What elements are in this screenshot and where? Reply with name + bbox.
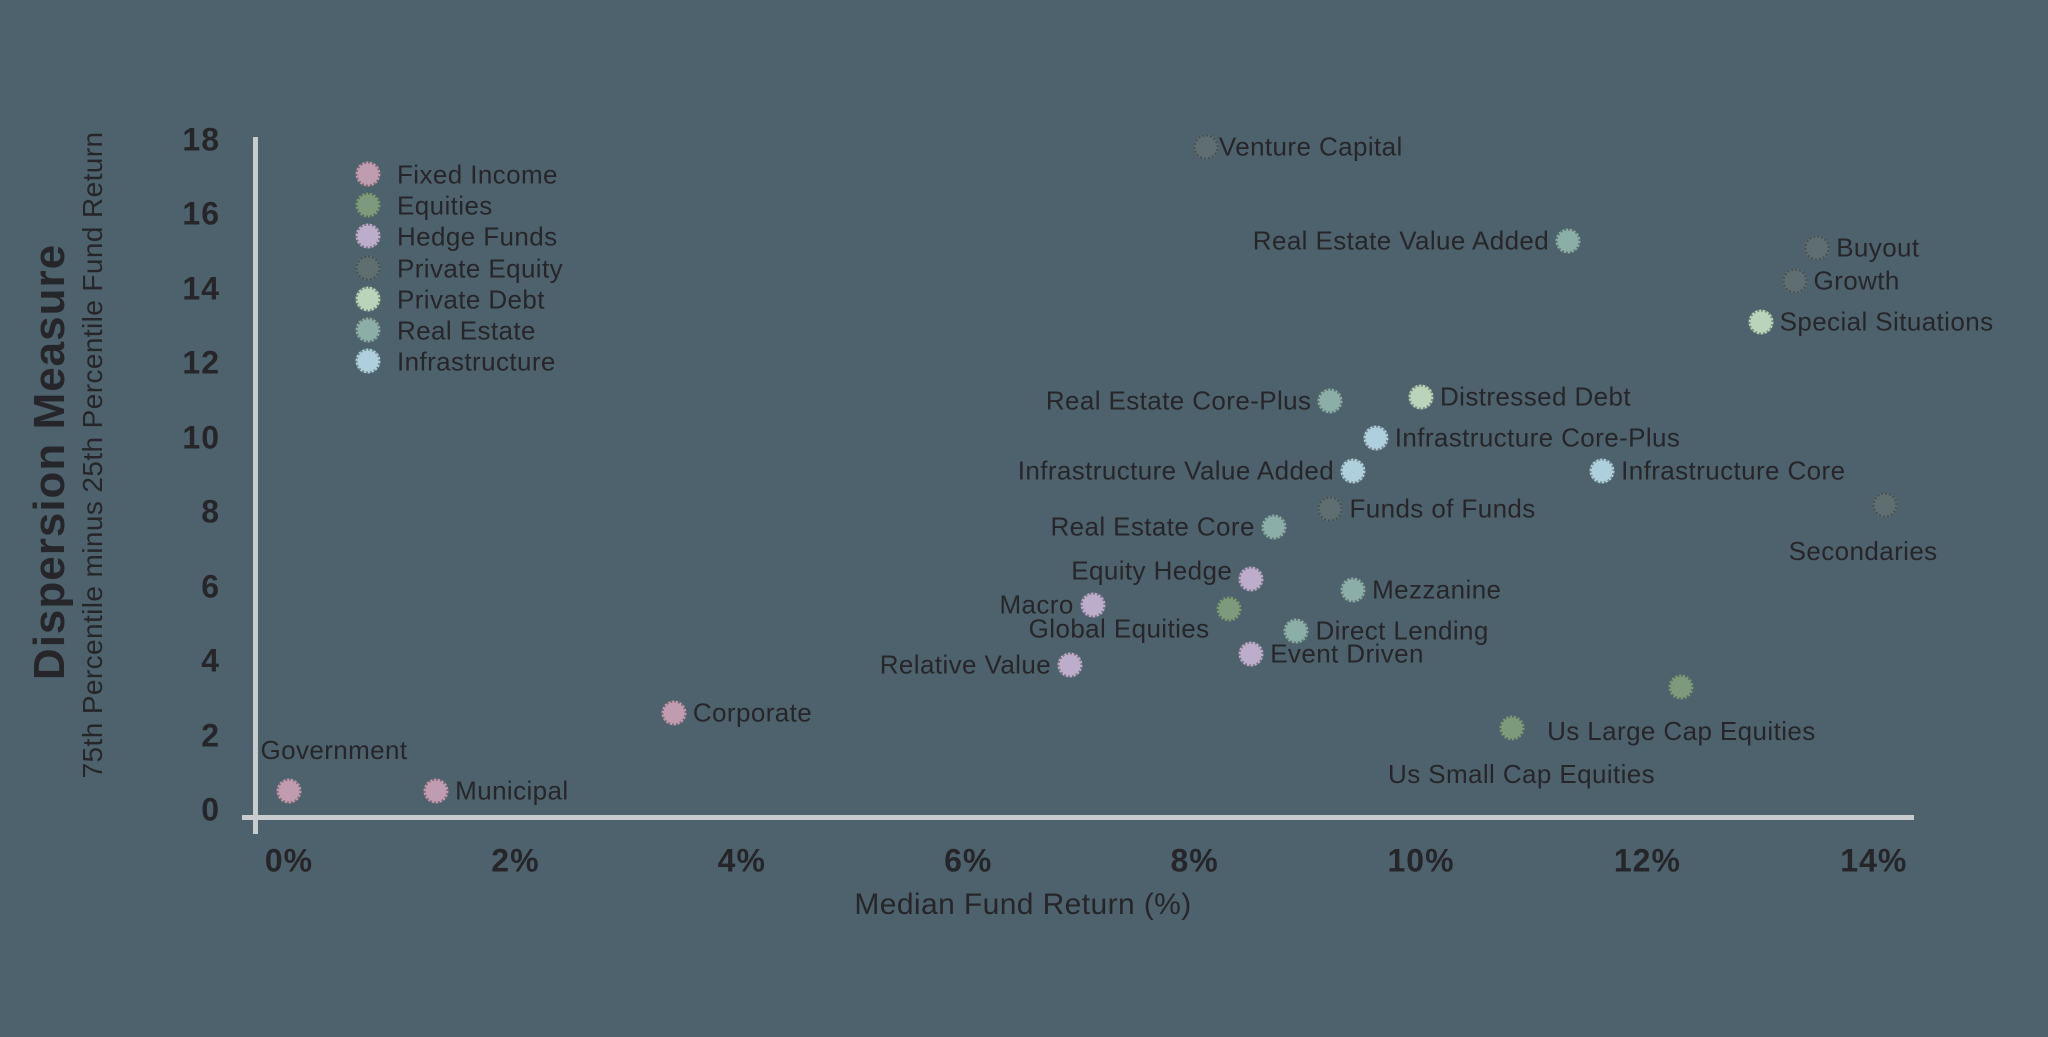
y-tick-8: 8 [201,493,220,530]
data-label-real-estate-core-plus: Real Estate Core-Plus [1045,385,1312,416]
y-tick-0: 0 [201,791,220,828]
data-point-us-large-cap-equities [1668,674,1694,700]
data-label-municipal: Municipal [455,775,569,806]
data-point-equity-hedge [1238,566,1264,592]
data-point-funds-of-funds [1317,496,1343,522]
data-point-us-small-cap-equities [1499,715,1525,741]
data-point-relative-value [1057,652,1083,678]
x-axis-line [242,815,1914,820]
y-tick-12: 12 [182,344,220,381]
data-point-mezzanine [1340,577,1366,603]
data-label-special-situations: Special Situations [1779,306,1994,337]
y-tick-4: 4 [201,642,220,679]
x-tick-12: 12% [1613,842,1681,879]
y-tick-18: 18 [182,121,220,158]
y-axis-title: Dispersion Measure [25,243,74,681]
private-equity-legend-swatch [355,255,381,281]
data-point-infrastructure-core [1589,458,1615,484]
data-label-growth: Growth [1813,265,1900,296]
data-label-secondaries: Secondaries [1788,535,1938,566]
data-point-infrastructure-value-added [1340,458,1366,484]
data-point-special-situations [1748,309,1774,335]
data-point-real-estate-core-plus [1317,388,1343,414]
data-label-us-small-cap-equities: Us Small Cap Equities [1388,759,1656,790]
data-label-real-estate-core: Real Estate Core [1050,511,1255,542]
data-label-infrastructure-core-plus: Infrastructure Core-Plus [1394,422,1681,453]
data-label-direct-lending: Direct Lending [1315,615,1489,646]
data-label-relative-value: Relative Value [879,649,1052,680]
private-equity-legend-label: Private Equity [397,253,564,284]
y-tick-14: 14 [182,270,220,307]
y-tick-10: 10 [182,419,220,456]
fixed-income-legend-swatch [355,161,381,187]
data-point-real-estate-value-added [1555,228,1581,254]
data-label-buyout: Buyout [1836,232,1920,263]
data-point-infrastructure-core-plus [1363,425,1389,451]
x-tick-2: 2% [491,842,540,879]
data-point-secondaries [1872,492,1898,518]
data-label-corporate: Corporate [692,697,813,728]
data-point-global-equities [1216,596,1242,622]
data-label-macro: Macro [999,589,1074,620]
data-point-macro [1080,592,1106,618]
private-debt-legend-swatch [355,286,381,312]
x-tick-14: 14% [1840,842,1908,879]
equities-legend-label: Equities [397,190,493,221]
data-point-real-estate-core [1261,514,1287,540]
infrastructure-legend-swatch [355,348,381,374]
data-label-real-estate-value-added: Real Estate Value Added [1252,225,1550,256]
x-axis-title: Median Fund Return (%) [854,888,1192,921]
data-point-municipal [423,778,449,804]
infrastructure-legend-label: Infrastructure [397,346,556,377]
data-label-us-large-cap-equities: Us Large Cap Equities [1547,716,1816,747]
y-tick-16: 16 [182,195,220,232]
y-axis-line [253,137,258,834]
equities-legend-swatch [355,192,381,218]
y-tick-2: 2 [201,717,220,754]
data-point-growth [1782,268,1808,294]
data-point-venture-capital [1193,134,1219,160]
data-label-government: Government [260,735,408,766]
fixed-income-legend-label: Fixed Income [397,159,558,190]
data-point-buyout [1804,235,1830,261]
data-label-mezzanine: Mezzanine [1372,574,1502,605]
x-tick-4: 4% [717,842,766,879]
x-tick-0: 0% [264,842,314,879]
data-label-equity-hedge: Equity Hedge [1071,555,1233,586]
private-debt-legend-label: Private Debt [397,284,545,315]
x-tick-6: 6% [944,842,993,879]
data-point-government [276,778,302,804]
hedge-funds-legend-swatch [355,223,381,249]
real-estate-legend-label: Real Estate [397,315,536,346]
data-label-funds-of-funds: Funds of Funds [1349,493,1536,524]
x-tick-10: 10% [1387,842,1455,879]
data-point-distressed-debt [1408,384,1434,410]
real-estate-legend-swatch [355,317,381,343]
data-label-infrastructure-core: Infrastructure Core [1621,455,1846,486]
data-point-event-driven [1238,641,1264,667]
data-label-distressed-debt: Distressed Debt [1440,381,1631,412]
data-label-venture-capital: Venture Capital [1218,131,1403,162]
y-tick-6: 6 [201,568,220,605]
data-point-direct-lending [1283,618,1309,644]
data-label-infrastructure-value-added: Infrastructure Value Added [1017,455,1335,486]
hedge-funds-legend-label: Hedge Funds [397,221,558,252]
data-point-corporate [661,700,687,726]
data-label-global-equities: Global Equities [1028,613,1210,644]
x-tick-8: 8% [1170,842,1219,879]
